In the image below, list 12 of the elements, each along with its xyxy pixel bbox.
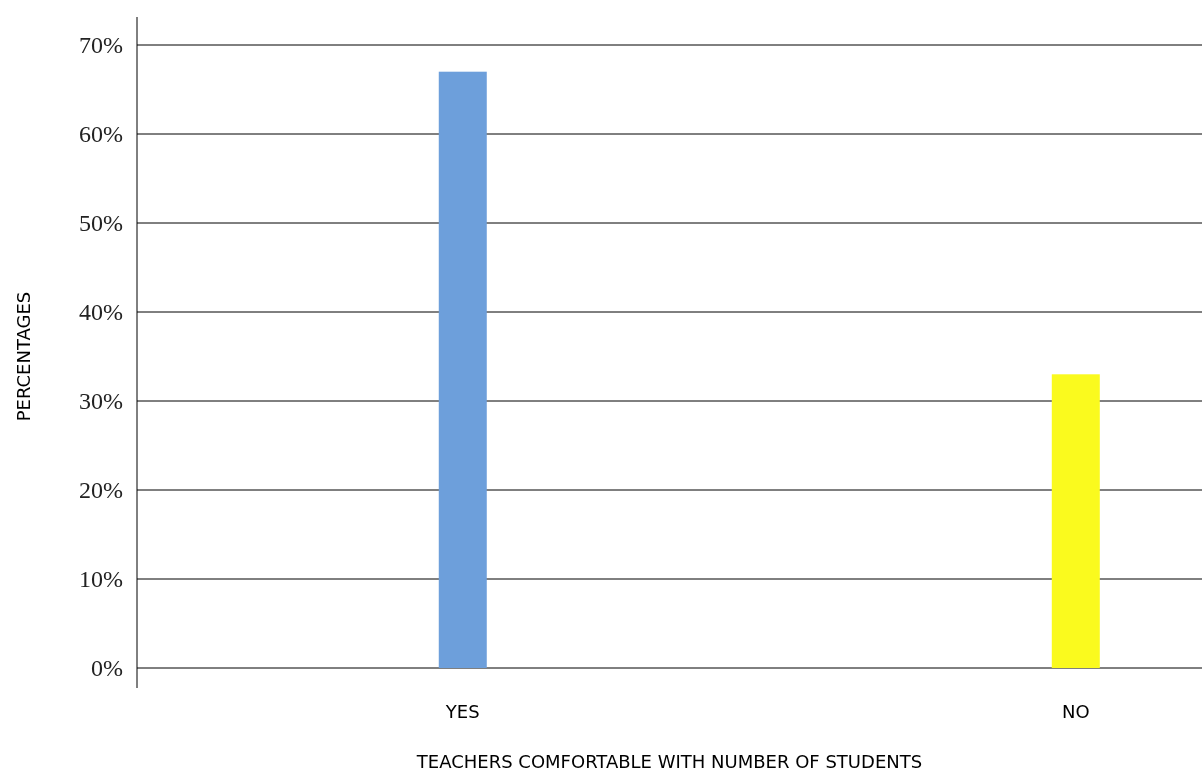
x-axis-title: TEACHERS COMFORTABLE WITH NUMBER OF STUDENTS (415, 751, 923, 772)
y-tick-label: 70% (79, 32, 123, 59)
x-tick-label: YES (444, 701, 480, 722)
y-tick-label: 40% (79, 299, 123, 326)
y-tick-label: 30% (79, 388, 123, 415)
x-tick-label: NO (1061, 701, 1090, 722)
y-tick-label: 10% (79, 566, 123, 593)
y-tick-label: 60% (79, 121, 123, 148)
y-tick-label: 50% (79, 210, 123, 237)
y-tick-label: 0% (91, 655, 123, 682)
y-tick-label: 20% (79, 477, 123, 504)
y-axis-title: PERCENTAGES (13, 291, 34, 422)
